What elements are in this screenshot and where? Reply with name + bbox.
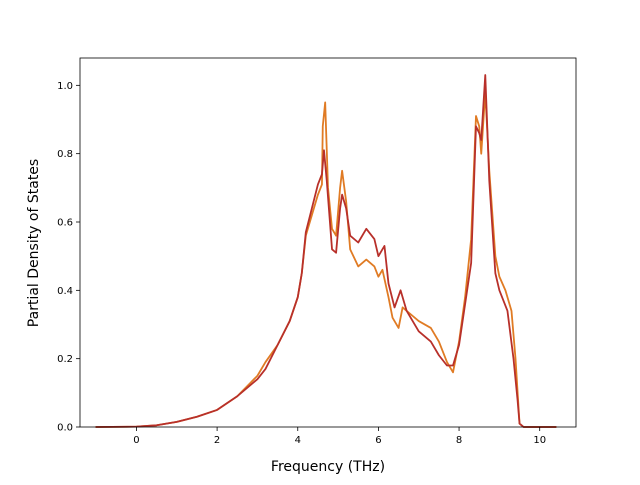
x-tick-label: 2 bbox=[214, 435, 220, 446]
y-tick-label: 1.0 bbox=[57, 81, 73, 92]
series-line-2 bbox=[95, 74, 557, 428]
plot-area bbox=[79, 57, 577, 428]
y-tick-label: 0.4 bbox=[57, 286, 73, 297]
axes-frame bbox=[79, 57, 577, 428]
series-layer bbox=[95, 74, 557, 428]
x-axis-ticks: 0 2 4 6 8 10 bbox=[133, 427, 546, 446]
x-tick-label: 6 bbox=[375, 435, 381, 446]
y-tick-label: 0.0 bbox=[57, 423, 73, 434]
x-tick-label: 10 bbox=[533, 435, 546, 446]
y-tick-label: 0.8 bbox=[57, 149, 73, 160]
x-tick-label: 0 bbox=[133, 435, 139, 446]
x-axis-label: Frequency (THz) bbox=[271, 459, 385, 475]
y-tick-label: 0.2 bbox=[57, 354, 73, 365]
y-axis-ticks: 0.0 0.2 0.4 0.6 0.8 1.0 bbox=[57, 81, 80, 434]
x-tick-label: 4 bbox=[295, 435, 301, 446]
axes-background bbox=[80, 58, 576, 427]
y-tick-label: 0.6 bbox=[57, 218, 73, 229]
y-axis-label: Partial Density of States bbox=[26, 159, 42, 327]
x-tick-label: 8 bbox=[456, 435, 462, 446]
